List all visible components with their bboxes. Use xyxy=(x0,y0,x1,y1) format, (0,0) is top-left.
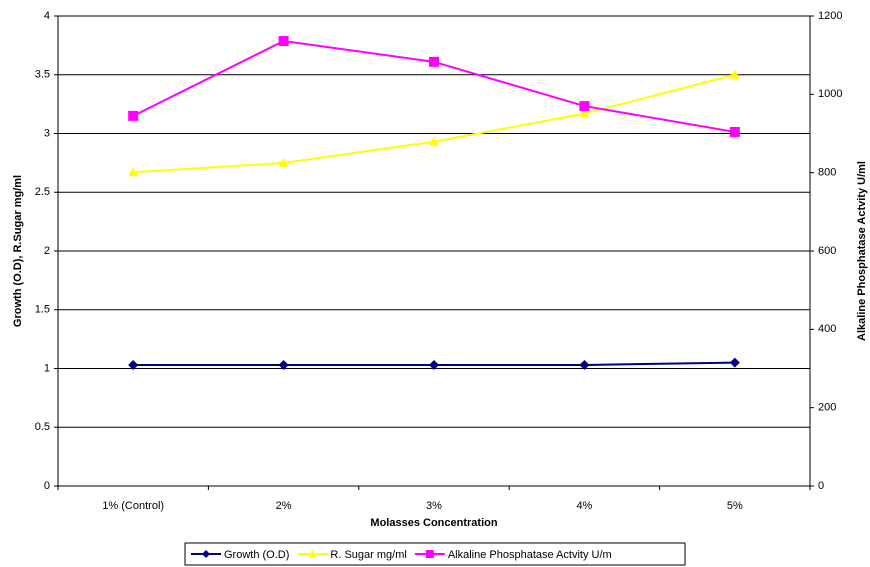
y-tick-label: 1 xyxy=(44,362,50,374)
y-tick-label: 3.5 xyxy=(35,69,50,81)
marker xyxy=(429,136,439,146)
y-tick-label: 4 xyxy=(44,10,50,22)
y2-tick-label: 800 xyxy=(818,167,836,179)
y-axis-title: Growth (O.D), R.Sugar mg/ml xyxy=(12,175,24,327)
legend-label: Alkaline Phosphatase Actvity U/m xyxy=(448,549,612,561)
y-tick-label: 1.5 xyxy=(35,304,50,316)
legend-label: R. Sugar mg/ml xyxy=(330,549,406,561)
y-tick-label: 0 xyxy=(44,480,50,492)
series-line xyxy=(133,73,736,174)
x-tick-label: 2% xyxy=(276,500,292,512)
y2-tick-label: 600 xyxy=(818,245,836,257)
x-tick-label: 4% xyxy=(576,500,592,512)
legend-label: Growth (O.D) xyxy=(224,549,289,561)
marker xyxy=(202,550,210,558)
x-tick-label: 3% xyxy=(426,500,442,512)
marker xyxy=(308,550,317,558)
marker xyxy=(128,110,139,121)
marker xyxy=(128,359,139,370)
y2-tick-label: 200 xyxy=(818,402,836,414)
marker xyxy=(579,359,590,370)
marker xyxy=(278,36,289,47)
series-line xyxy=(132,40,735,133)
marker xyxy=(729,126,740,137)
y2-tick-label: 1000 xyxy=(818,88,842,100)
marker xyxy=(425,550,434,558)
marker xyxy=(278,359,289,370)
marker xyxy=(579,108,590,118)
y2-tick-label: 1200 xyxy=(818,10,842,22)
x-axis-title: Molasses Concentration xyxy=(370,517,497,529)
marker xyxy=(729,69,740,79)
marker xyxy=(429,359,439,370)
y-tick-label: 2.5 xyxy=(35,186,50,198)
y2-tick-label: 400 xyxy=(818,323,836,335)
x-tick-label: 5% xyxy=(727,500,743,512)
marker xyxy=(579,101,590,112)
y-tick-label: 3 xyxy=(44,127,50,139)
y2-axis-title: Alkaline Phosphatase Actvity U/ml xyxy=(856,161,868,341)
marker xyxy=(729,357,740,368)
marker xyxy=(429,56,439,67)
y-tick-label: 0.5 xyxy=(35,421,50,433)
marker xyxy=(128,167,139,177)
x-tick-label: 1% (Control) xyxy=(102,500,164,512)
y-tick-label: 2 xyxy=(44,245,50,257)
marker xyxy=(278,157,289,167)
y2-tick-label: 0 xyxy=(818,480,824,492)
